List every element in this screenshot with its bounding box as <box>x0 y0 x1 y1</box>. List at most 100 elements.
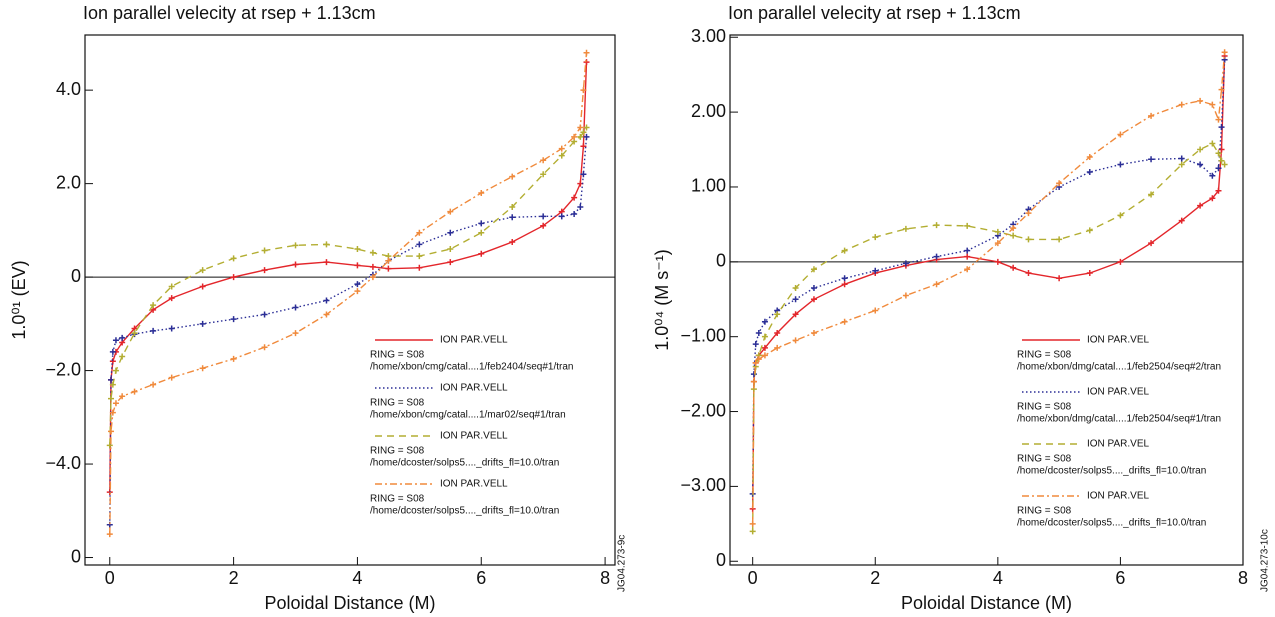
legend-label: ION PAR.VELL <box>440 383 508 394</box>
point-marker <box>841 275 848 282</box>
point-marker <box>509 203 516 210</box>
point-marker <box>292 242 299 249</box>
point-marker <box>1197 146 1204 153</box>
legend-label: ION PAR.VELL <box>440 335 508 346</box>
point-marker <box>558 152 565 159</box>
point-marker <box>369 274 376 281</box>
point-marker <box>416 253 423 260</box>
point-marker <box>933 281 940 288</box>
point-marker <box>933 222 940 229</box>
x-tick-label: 0 <box>748 568 758 588</box>
point-marker <box>261 247 268 254</box>
point-marker <box>369 263 376 270</box>
point-marker <box>385 257 392 264</box>
point-marker <box>109 358 116 365</box>
point-marker <box>841 247 848 254</box>
point-marker <box>902 260 909 267</box>
point-marker <box>872 307 879 314</box>
x-tick-label: 4 <box>352 568 362 588</box>
y-tick-label: 1.00 <box>691 176 726 196</box>
x-tick-label: 0 <box>105 568 115 588</box>
point-marker <box>1218 124 1225 131</box>
y-tick-label: −2.00 <box>680 400 726 420</box>
point-marker <box>108 395 115 402</box>
point-marker <box>761 333 768 340</box>
point-marker <box>583 49 590 56</box>
point-marker <box>583 133 590 140</box>
series-line <box>752 52 1226 524</box>
point-marker <box>1117 212 1124 219</box>
y-tick-label: 3.00 <box>691 26 726 46</box>
y-tick-label: 2.0 <box>56 172 81 192</box>
point-marker <box>447 259 454 266</box>
figure-id: JG04.273-9c <box>617 535 628 592</box>
point-marker <box>150 302 157 309</box>
y-tick-label: −3.00 <box>680 475 726 495</box>
point-marker <box>902 292 909 299</box>
y-tick-label: 0 <box>716 251 726 271</box>
point-marker <box>119 353 126 360</box>
point-marker <box>1209 101 1216 108</box>
y-axis-label: 1.0⁰⁴ (M s⁻¹) <box>652 249 672 350</box>
legend-source: /home/dcoster/solps5...._drifts_fl=10.0/… <box>370 506 559 517</box>
point-marker <box>1215 116 1222 123</box>
point-marker <box>369 249 376 256</box>
point-marker <box>1209 140 1216 147</box>
point-marker <box>168 283 175 290</box>
legend-ring: RING = S08 <box>370 350 425 361</box>
legend-label: ION PAR.VEL <box>1087 387 1149 398</box>
point-marker <box>416 241 423 248</box>
point-marker <box>540 157 547 164</box>
point-marker <box>478 189 485 196</box>
point-marker <box>1209 172 1216 179</box>
point-marker <box>810 329 817 336</box>
point-marker <box>478 250 485 257</box>
point-marker <box>810 296 817 303</box>
point-marker <box>385 265 392 272</box>
point-marker <box>1215 165 1222 172</box>
point-marker <box>1010 232 1017 239</box>
legend-label: ION PAR.VELL <box>440 431 508 442</box>
point-marker <box>774 344 781 351</box>
point-marker <box>755 356 762 363</box>
chart-title: Ion parallel velecity at rsep + 1.13cm <box>728 3 1021 23</box>
point-marker <box>755 329 762 336</box>
point-marker <box>261 311 268 318</box>
point-marker <box>752 341 759 348</box>
point-marker <box>1218 86 1225 93</box>
point-marker <box>1025 210 1032 217</box>
point-marker <box>292 330 299 337</box>
point-marker <box>109 381 116 388</box>
point-marker <box>1215 187 1222 194</box>
point-marker <box>749 528 756 535</box>
point-marker <box>108 428 115 435</box>
y-tick-label: 0 <box>716 550 726 570</box>
x-axis-label: Poloidal Distance (M) <box>901 593 1072 613</box>
point-marker <box>964 266 971 273</box>
y-tick-label: −1.00 <box>680 325 726 345</box>
point-marker <box>1178 101 1185 108</box>
point-marker <box>199 320 206 327</box>
point-marker <box>577 124 584 131</box>
point-marker <box>761 352 768 359</box>
point-marker <box>792 285 799 292</box>
point-marker <box>1025 236 1032 243</box>
point-marker <box>1148 156 1155 163</box>
point-marker <box>761 318 768 325</box>
point-marker <box>577 133 584 140</box>
series-line <box>752 59 1226 494</box>
point-marker <box>580 171 587 178</box>
point-marker <box>1117 258 1124 265</box>
point-marker <box>571 211 578 218</box>
point-marker <box>872 234 879 241</box>
point-marker <box>583 59 590 66</box>
point-marker <box>994 240 1001 247</box>
point-marker <box>994 258 1001 265</box>
legend-label: ION PAR.VEL <box>1087 335 1149 346</box>
point-marker <box>841 281 848 288</box>
point-marker <box>199 267 206 274</box>
point-marker <box>1148 191 1155 198</box>
y-tick-label: 0 <box>71 266 81 286</box>
x-tick-label: 8 <box>1238 568 1248 588</box>
point-marker <box>1178 217 1185 224</box>
